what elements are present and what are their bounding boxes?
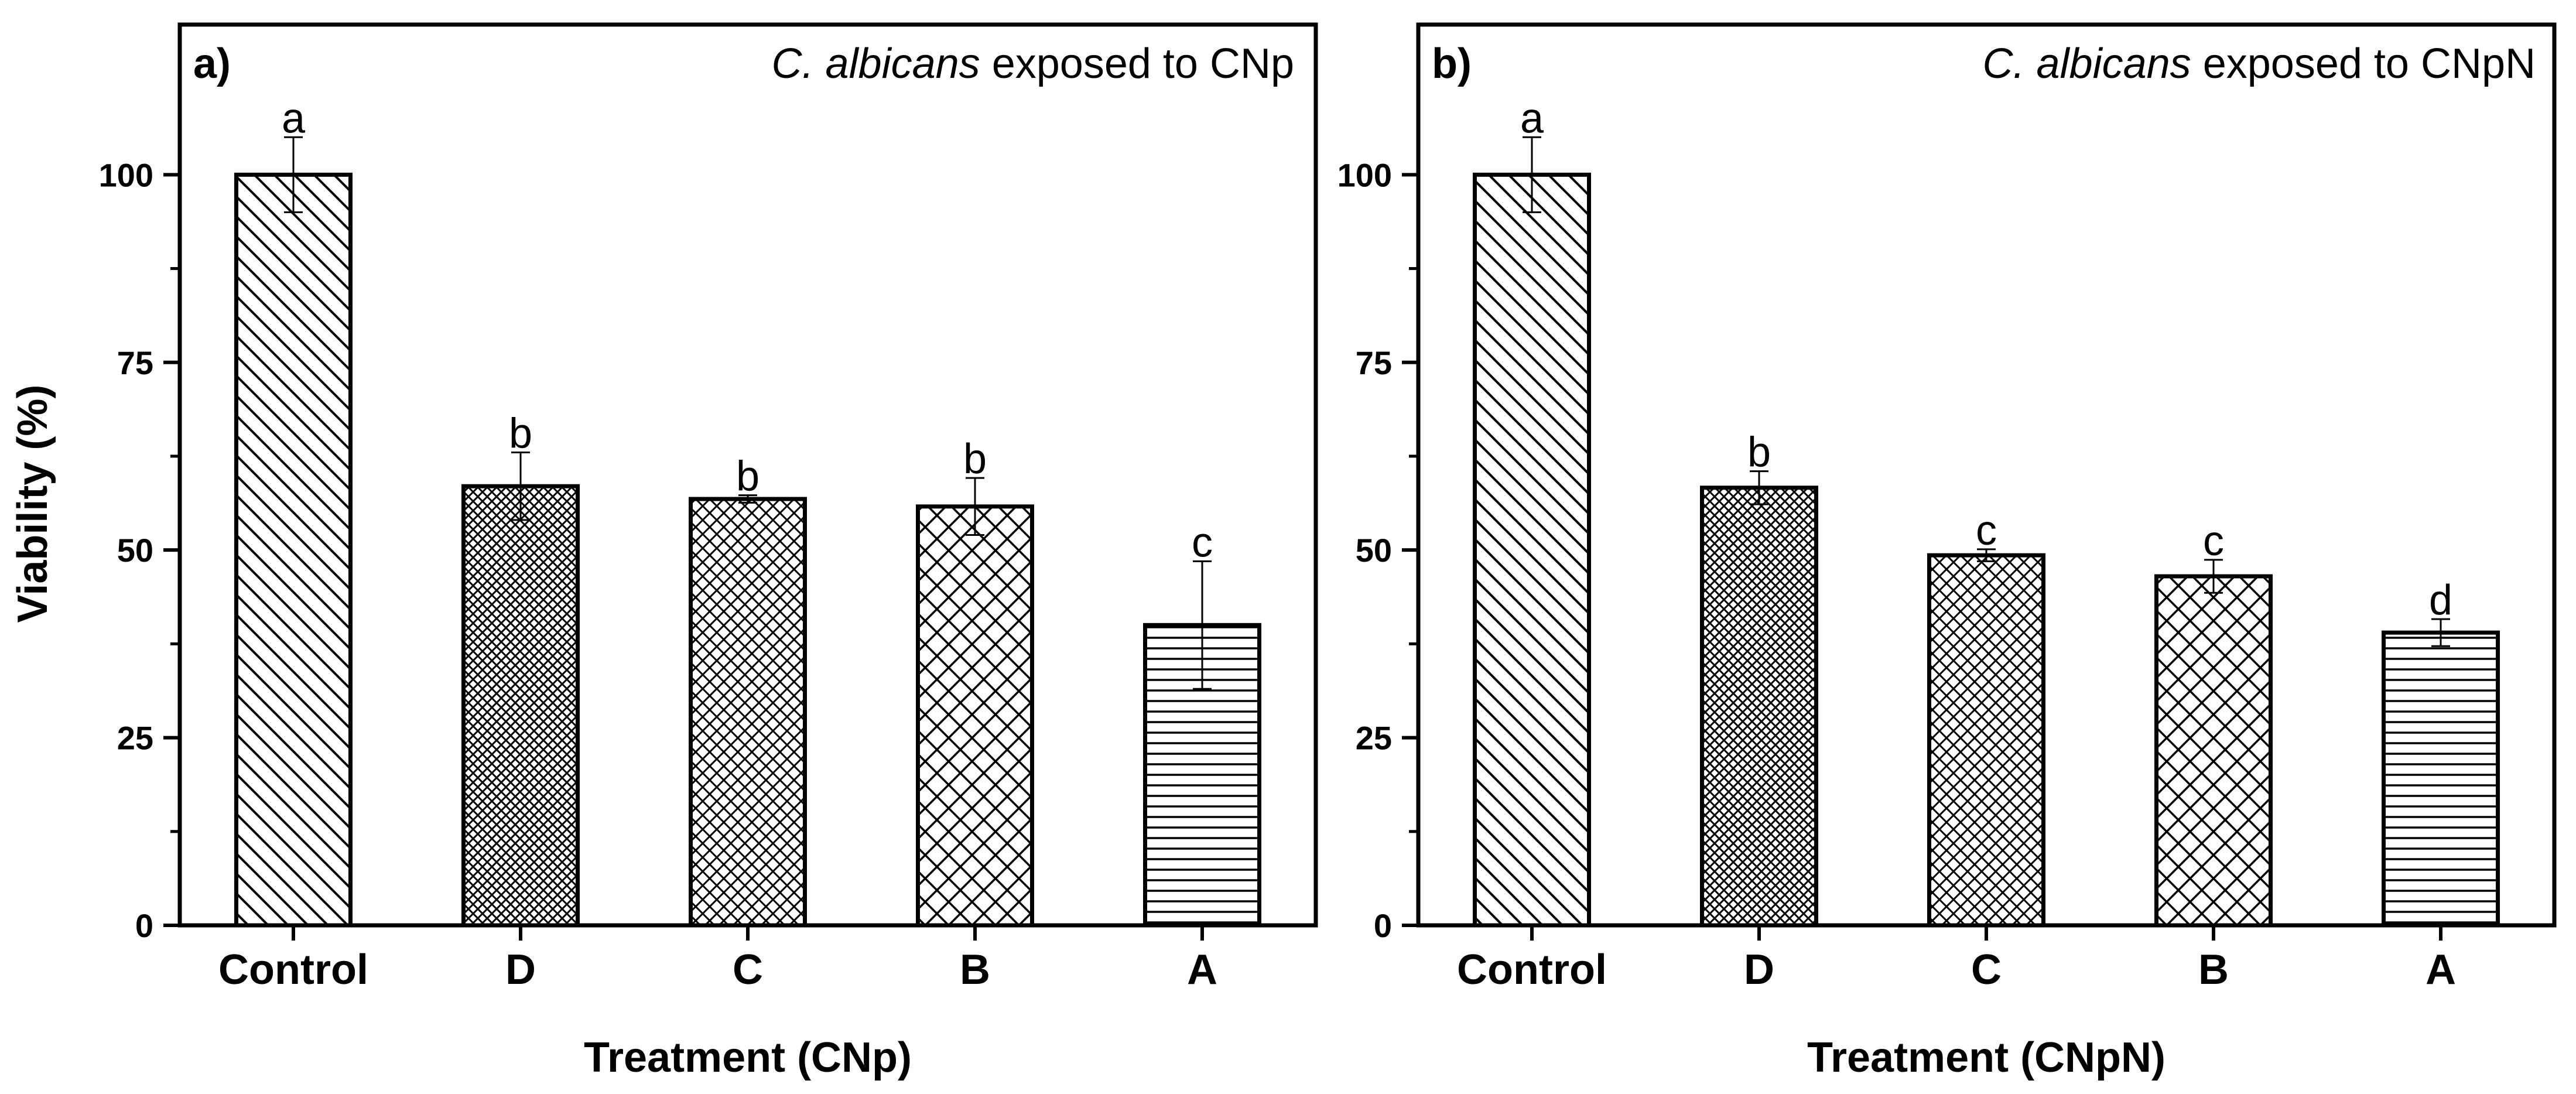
y-tick-label: 0 (135, 907, 153, 944)
significance-letter: c (2203, 518, 2224, 565)
bar-d (461, 484, 580, 928)
y-tick-label: 25 (117, 720, 153, 757)
bar-b (2154, 574, 2273, 928)
significance-letter: b (1747, 429, 1771, 476)
x-axis-title: Treatment (CNp) (584, 1034, 912, 1081)
y-tick-label: 0 (1374, 907, 1392, 944)
bar-control (234, 172, 353, 928)
significance-letter: b (509, 411, 532, 457)
panel-title-rest: exposed to CNpN (2191, 40, 2536, 87)
panel-title-rest: exposed to CNp (980, 40, 1294, 87)
y-tick-label: 75 (117, 344, 153, 381)
significance-letter: c (1192, 519, 1213, 566)
x-tick-label: Control (218, 946, 368, 993)
x-tick-label: B (960, 946, 990, 993)
significance-letter: b (736, 453, 760, 500)
y-tick-label: 75 (1356, 344, 1392, 381)
bar-c (1927, 553, 2045, 928)
y-tick-label: 50 (1356, 532, 1392, 569)
x-axis-title: Treatment (CNpN) (1807, 1034, 2166, 1081)
y-tick-label: 25 (1356, 720, 1392, 757)
x-tick-label: B (2198, 946, 2229, 993)
panel-title-species: C. albicans (772, 40, 980, 87)
panel-label: b) (1432, 40, 1472, 87)
significance-letter: d (2429, 577, 2452, 624)
bar-b (916, 504, 1034, 928)
panel-label: a) (193, 40, 231, 87)
panel-title: C. albicans exposed to CNpN (1983, 40, 2536, 87)
panel-title-species: C. albicans (1983, 40, 2191, 87)
y-axis-title: Viability (%) (9, 385, 56, 623)
y-tick-label: 100 (1337, 156, 1392, 193)
chart-b: 0 25 50 75 100 a Control b Dc Cc Bd A b) C. albica… (1337, 22, 2557, 1081)
x-tick-label: Control (1457, 946, 1607, 993)
x-tick-label: D (505, 946, 536, 993)
x-tick-label: C (1971, 946, 2002, 993)
x-tick-label: A (2426, 946, 2456, 993)
y-tick-label: 50 (117, 532, 153, 569)
bar-control (1473, 172, 1591, 928)
y-tick-label: 100 (99, 156, 153, 193)
x-tick-label: D (1744, 946, 1774, 993)
bar-c (689, 497, 807, 928)
x-tick-label: A (1187, 946, 1217, 993)
bar-a (2382, 630, 2500, 928)
x-tick-label: C (733, 946, 763, 993)
significance-letter: a (1520, 95, 1544, 142)
bar-d (1700, 486, 1818, 928)
significance-letter: c (1976, 507, 1997, 554)
chart-a: Viability (%) 0 25 50 75 100 a Control b Db Cb Bc… (9, 22, 1318, 1081)
significance-letter: b (963, 436, 987, 483)
significance-letter: a (282, 95, 306, 142)
panel-title: C. albicans exposed to CNp (772, 40, 1294, 87)
